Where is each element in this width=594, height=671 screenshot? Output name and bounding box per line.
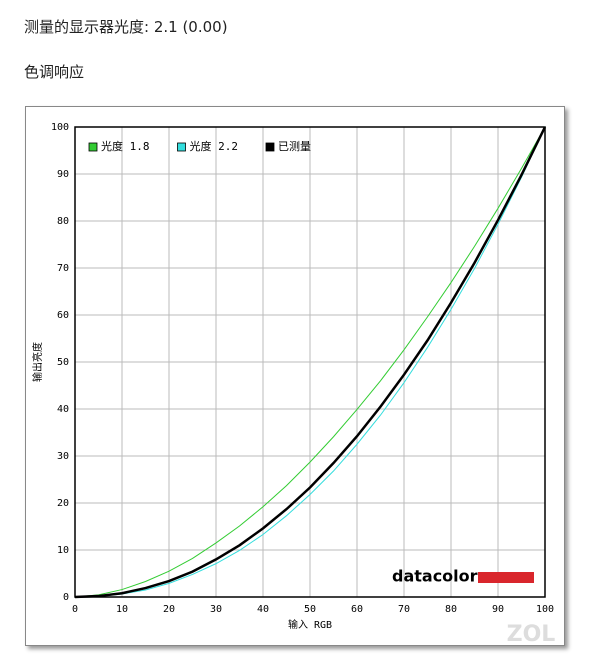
legend-label: 光度 1.8 <box>101 139 150 153</box>
x-tick-label: 40 <box>257 604 269 615</box>
series-line <box>74 126 546 598</box>
x-tick-label: 10 <box>116 604 128 615</box>
y-tick-label: 100 <box>51 122 69 133</box>
section-title: 色调响应 <box>24 63 85 81</box>
y-tick-label: 60 <box>57 310 69 321</box>
x-tick-label: 20 <box>163 604 175 615</box>
plot-border <box>74 126 546 598</box>
x-tick-label: 100 <box>536 604 554 615</box>
chart: 0 10 20 30 40 50 60 70 80 90 100 0 10 20 30 40 50 60 70 80 9… <box>31 122 556 647</box>
x-tick-label: 50 <box>304 604 316 615</box>
y-tick-label: 0 <box>63 592 69 603</box>
legend-swatch <box>265 142 275 152</box>
x-tick-label: 90 <box>492 604 504 615</box>
legend-swatch <box>88 142 98 152</box>
legend-label: 已测量 <box>278 140 311 153</box>
watermark: ZOL <box>507 622 556 645</box>
x-tick-label: 80 <box>445 604 457 615</box>
x-tick-label: 60 <box>351 604 363 615</box>
y-tick-label: 20 <box>57 498 69 509</box>
x-tick-label: 0 <box>72 604 78 615</box>
y-tick-label: 80 <box>57 216 69 227</box>
x-tick-label: 70 <box>398 604 410 615</box>
y-tick-label: 70 <box>57 263 69 274</box>
y-tick-label: 30 <box>57 451 69 462</box>
logo: datacolor <box>392 567 478 586</box>
legend-swatch <box>177 142 186 152</box>
series-line <box>74 126 547 599</box>
y-axis-label: 输出亮度 <box>31 342 44 382</box>
title: 测量的显示器光度: 2.1 (0.00) <box>24 18 228 36</box>
y-tick-label: 50 <box>57 357 69 368</box>
series-line <box>74 126 546 598</box>
y-tick-label: 40 <box>57 404 69 415</box>
y-tick-label: 10 <box>57 545 69 556</box>
chart-frame: 0 10 20 30 40 50 60 70 80 90 100 0 10 20 30 40 50 60 70 80 9… <box>25 106 565 647</box>
x-axis-label: 输入 RGB <box>288 618 332 631</box>
logo-bar <box>478 572 534 583</box>
legend-label: 光度 2.2 <box>190 139 239 153</box>
y-tick-label: 90 <box>57 169 69 180</box>
x-tick-label: 30 <box>210 604 222 615</box>
